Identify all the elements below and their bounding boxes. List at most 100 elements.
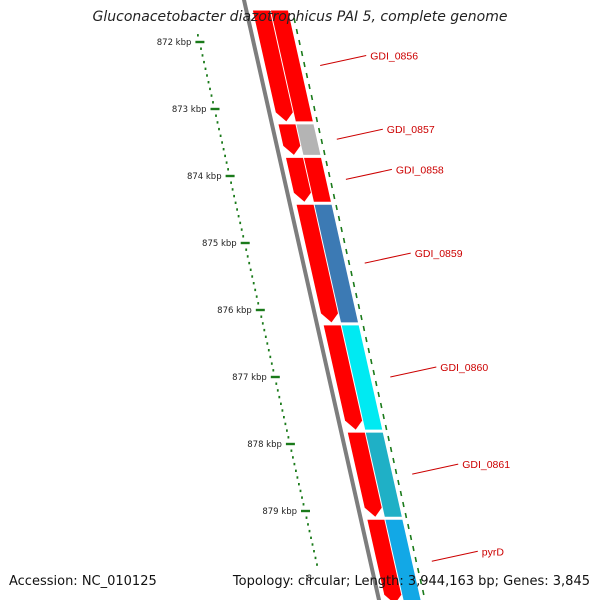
map-title: Gluconacetobacter diazotrophicus PAI 5, … — [92, 9, 508, 25]
plus-track-dash — [384, 424, 388, 431]
minus-strand-gene — [286, 157, 311, 202]
minus-strand-gene — [367, 519, 402, 600]
ruler-minor-tick — [296, 476, 299, 479]
plus-track-dash — [300, 50, 304, 57]
ruler-minor-tick — [311, 543, 314, 546]
ruler-minor-tick — [197, 34, 199, 37]
plus-track-dash — [340, 226, 343, 233]
ruler-minor-tick — [299, 489, 302, 493]
ruler-minor-tick — [260, 315, 263, 318]
gene-label-leader — [431, 550, 478, 562]
plus-track-dash — [414, 556, 418, 563]
ruler-minor-tick — [201, 54, 204, 57]
ruler-minor-tick — [264, 335, 267, 338]
ruler-minor-tick — [224, 154, 226, 158]
ruler-minor-tick — [236, 208, 238, 211]
genome-backbone-line — [241, 0, 382, 600]
gene-label: GDI_0858 — [396, 164, 444, 176]
ruler-major-tick — [270, 375, 280, 379]
ruler-minor-tick — [266, 342, 269, 345]
ruler-minor-tick — [255, 295, 258, 298]
ruler-minor-tick — [233, 194, 235, 198]
ruler-minor-tick — [246, 255, 249, 258]
ruler-minor-tick — [307, 523, 309, 526]
plus-track-dash — [374, 380, 378, 387]
plus-track-dash — [397, 479, 400, 486]
plus-strand-gene — [296, 124, 321, 155]
ruler-major-tick — [210, 107, 220, 111]
ruler-minor-tick — [281, 409, 284, 412]
ruler-minor-tick — [263, 328, 266, 332]
ruler-minor-tick — [209, 87, 211, 91]
ruler-major-tick — [195, 40, 205, 44]
plus-track-dash — [365, 336, 368, 343]
plus-track-dash — [407, 523, 410, 530]
ruler-minor-tick — [219, 134, 222, 137]
gene-label-leader — [412, 463, 459, 475]
plus-track-dash — [295, 28, 299, 35]
ruler-minor-tick — [267, 349, 270, 352]
ruler-minor-tick — [286, 429, 288, 432]
ruler-minor-tick — [218, 127, 220, 131]
plus-track-dash — [335, 204, 338, 211]
plus-track-dash — [320, 138, 324, 145]
ruler-major-tick — [285, 442, 295, 446]
plus-track-dash — [303, 61, 306, 68]
plus-track-dash — [379, 402, 383, 409]
ruler-minor-tick — [287, 436, 290, 439]
ruler-minor-tick — [222, 148, 225, 151]
gene-label-leader — [320, 55, 367, 66]
plus-track-dash — [332, 193, 336, 200]
ruler-minor-tick — [284, 422, 287, 426]
plus-track-dash — [394, 468, 398, 475]
minus-strand-gene — [323, 325, 363, 430]
ruler-tick-label-partial: 8 — [307, 574, 312, 584]
ruler-minor-tick — [310, 536, 312, 539]
ruler-minor-tick — [254, 288, 257, 292]
ruler-minor-tick — [207, 81, 210, 84]
backbone — [241, 0, 382, 600]
ruler: 872 kbp 873 kbp 874 kbp 875 kbp 876 kbp 877 k… — [157, 34, 318, 584]
plus-strand-gene — [385, 519, 421, 600]
plus-track-dash — [298, 39, 301, 46]
ruler-major-tick — [255, 308, 265, 312]
topology-text: Topology: circular; Length: 3,944,163 bp… — [232, 574, 590, 589]
ruler-minor-tick — [252, 282, 255, 285]
plus-strand-gene — [270, 10, 313, 122]
plus-track-dash — [327, 171, 331, 178]
ruler-minor-tick — [272, 369, 275, 372]
plus-strand-track — [270, 10, 425, 600]
ruler-tick-label: 878 kbp — [247, 440, 282, 450]
ruler-minor-tick — [308, 529, 311, 533]
plus-track-dash — [305, 72, 309, 79]
ruler-major-tick — [301, 509, 310, 513]
plus-track-dash — [325, 160, 328, 167]
plus-track-dash — [323, 149, 326, 156]
ruler-minor-tick — [290, 449, 293, 452]
gene-labels: GDI_0856 GDI_0857 GDI_0858 GDI_0859 GDI_0860… — [320, 51, 510, 562]
ruler-minor-tick — [276, 389, 279, 392]
ruler-minor-tick — [203, 60, 205, 64]
plus-track-dash — [377, 391, 380, 398]
plus-track-dash — [392, 457, 395, 464]
ruler-minor-tick — [230, 181, 232, 184]
ruler-minor-tick — [248, 261, 251, 265]
gene-label: GDI_0860 — [440, 362, 488, 374]
minus-strand-track — [252, 10, 402, 600]
plus-track-dash — [293, 17, 296, 24]
ruler-tick-label: 874 kbp — [187, 172, 222, 182]
plus-track-dash — [352, 281, 356, 288]
ruler-minor-tick — [249, 268, 252, 271]
ruler-minor-tick — [234, 201, 237, 204]
ruler-major-tick — [225, 174, 235, 178]
plus-track-dash — [412, 545, 415, 552]
ruler-minor-tick — [242, 235, 245, 238]
ruler-tick-label: 872 kbp — [157, 38, 192, 48]
ruler-minor-tick — [221, 141, 223, 144]
gene-label: GDI_0857 — [387, 124, 435, 136]
plus-track-dash — [347, 259, 351, 266]
ruler-minor-tick — [302, 503, 305, 506]
plus-track-dash — [318, 127, 321, 134]
minus-strand-gene — [296, 204, 338, 323]
gene-label: pyrD — [482, 546, 505, 558]
